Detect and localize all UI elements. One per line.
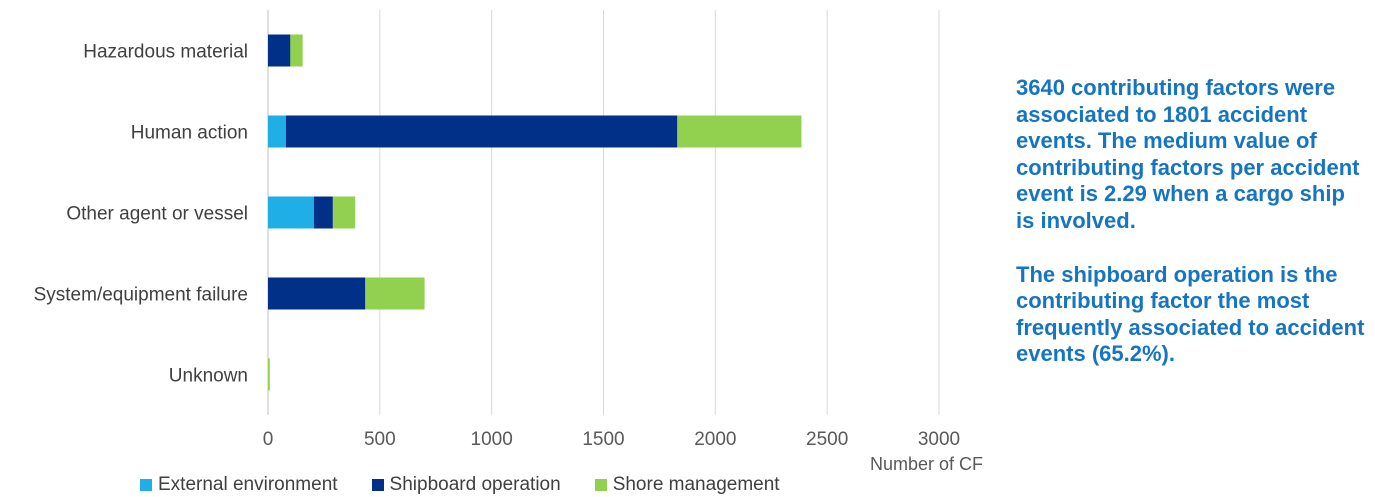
- x-tick-label: 500: [364, 429, 396, 450]
- category-label: Unknown: [169, 366, 248, 387]
- x-tick-label: 1500: [582, 429, 624, 450]
- note-paragraph: The shipboard operation is the contribut…: [1016, 261, 1365, 367]
- legend-label: External environment: [158, 474, 338, 495]
- x-tick-label: 2500: [806, 429, 848, 450]
- x-tick-labels: 0 500 1000 1500 2000 2500 3000: [263, 429, 960, 450]
- category-labels: Hazardous material Human action Other agen…: [34, 42, 248, 387]
- x-axis-title: Number of CF: [870, 454, 983, 470]
- legend-swatch-external-environment: [140, 479, 152, 491]
- stacked-bar-chart: Hazardous material Human action Other agen…: [34, 10, 983, 470]
- bar-segment: [268, 34, 291, 67]
- category-label: Hazardous material: [83, 42, 248, 63]
- x-tick-label: 2000: [694, 429, 736, 450]
- bar-segment: [677, 115, 802, 148]
- note-paragraph: 3640 contributing factors were associate…: [1016, 75, 1360, 233]
- bar-segment: [290, 34, 303, 67]
- x-tick-label: 0: [263, 429, 274, 450]
- category-label: System/equipment failure: [34, 285, 248, 306]
- bar-segment: [285, 115, 678, 148]
- bar-segment: [268, 358, 270, 391]
- bar-segment: [365, 277, 425, 310]
- legend-swatch-shore-management: [594, 479, 607, 491]
- legend-swatch-shipboard-operation: [371, 479, 384, 491]
- legend-item-external-environment: External environment: [140, 474, 338, 496]
- category-label: Human action: [131, 123, 248, 144]
- bar-segment: [268, 277, 366, 310]
- category-label: Other agent or vessel: [66, 204, 248, 225]
- legend-label: Shipboard operation: [389, 474, 561, 495]
- bar-segment: [268, 115, 286, 148]
- bars: [268, 34, 802, 391]
- gridlines: [267, 10, 940, 415]
- legend-label: Shore management: [612, 474, 780, 495]
- bar-segment: [268, 196, 314, 229]
- bar-segment: [332, 196, 356, 229]
- bar-segment: [313, 196, 333, 229]
- x-tick-label: 3000: [918, 429, 960, 450]
- legend: External environment Shipboard operation…: [140, 474, 780, 496]
- legend-item-shore-management: Shore management: [594, 474, 780, 496]
- summary-note: 3640 contributing factors were associate…: [1016, 75, 1366, 368]
- x-tick-label: 1000: [471, 429, 513, 450]
- legend-item-shipboard-operation: Shipboard operation: [371, 474, 561, 496]
